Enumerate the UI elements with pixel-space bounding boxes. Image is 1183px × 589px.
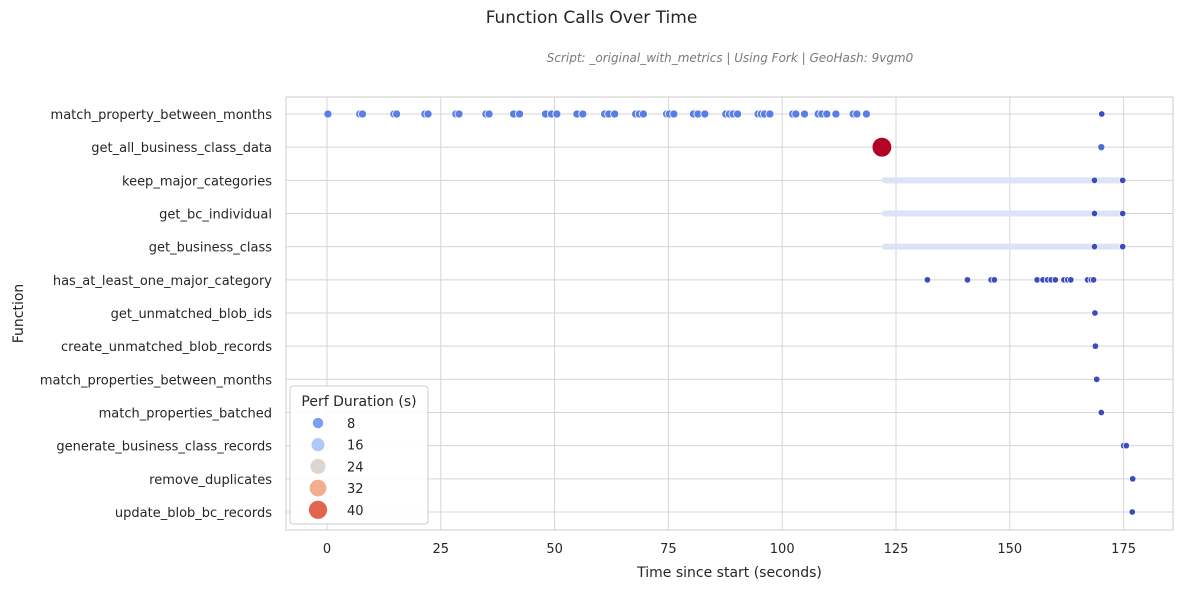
x-tick-label: 100 [770, 542, 795, 557]
x-tick-label: 50 [546, 542, 563, 557]
data-point [1097, 143, 1106, 152]
plot-frame [285, 96, 1174, 531]
data-point [733, 109, 743, 119]
dense-bands [881, 177, 1123, 250]
data-point [638, 109, 648, 119]
legend-label: 40 [347, 504, 364, 519]
x-tick-labels: 0 25 50 75 100 125 150 175 [323, 542, 1136, 557]
data-point [1119, 176, 1127, 185]
data-point [1128, 508, 1136, 516]
y-tick-label: create_unmatched_blob_records [61, 340, 272, 355]
data-point [484, 109, 494, 119]
data-point [423, 109, 433, 119]
y-tick-label: get_all_business_class_data [91, 141, 272, 156]
data-point [1089, 276, 1098, 284]
data-point [610, 109, 620, 119]
data-point [1091, 309, 1099, 317]
data-point [392, 109, 402, 119]
data-point [963, 276, 972, 284]
data-point [669, 109, 679, 119]
dense-band [881, 243, 1123, 250]
y-axis-label: Function [11, 284, 27, 344]
legend-label: 16 [347, 439, 364, 454]
x-tick-label: 25 [433, 542, 450, 557]
dense-band [881, 177, 1123, 184]
y-tick-label: get_unmatched_blob_ids [111, 307, 273, 322]
y-tick-label: match_property_between_months [51, 108, 273, 123]
x-tick-label: 175 [1111, 542, 1136, 557]
legend-marker [308, 478, 328, 498]
data-points [323, 109, 1137, 516]
legend: Perf Duration (s) 8 16 24 32 40 [289, 385, 429, 525]
data-point [861, 109, 871, 119]
data-point [552, 109, 562, 119]
legend-label: 24 [347, 460, 364, 475]
data-point [822, 109, 832, 119]
y-tick-label: generate_business_class_records [56, 440, 272, 455]
y-tick-label: get_business_class [149, 241, 273, 256]
legend-marker [309, 458, 327, 475]
data-point [515, 109, 525, 119]
data-point [800, 109, 809, 119]
legend-marker [310, 437, 326, 453]
data-point [1090, 242, 1099, 251]
data-point [871, 136, 893, 158]
legend-title: Perf Duration (s) [301, 394, 416, 410]
chart-subtitle: Script: _original_with_metrics | Using F… [546, 51, 914, 65]
data-point [454, 109, 464, 119]
data-point [1129, 475, 1137, 483]
data-point [1090, 209, 1099, 218]
data-point [791, 109, 801, 119]
data-point [1093, 375, 1101, 384]
y-tick-label: get_bc_individual [159, 208, 272, 223]
x-axis-label: Time since start (seconds) [636, 565, 822, 581]
data-point [765, 109, 775, 119]
data-point [578, 109, 588, 119]
data-point [831, 109, 841, 119]
x-tick-label: 150 [997, 542, 1022, 557]
data-point [1091, 342, 1100, 350]
grid-lines [286, 97, 1173, 530]
legend-label: 32 [347, 482, 364, 497]
data-point [923, 276, 932, 284]
data-point [358, 109, 367, 119]
y-tick-label: has_at_least_one_major_category [53, 274, 272, 289]
data-point [1119, 209, 1127, 218]
x-tick-label: 0 [323, 542, 331, 557]
y-tick-labels: match_property_between_months get_all_bus… [40, 108, 272, 521]
legend-marker [311, 416, 325, 430]
y-tick-label: match_properties_between_months [40, 373, 272, 388]
legend-label: 8 [347, 417, 355, 432]
data-point [1122, 441, 1131, 450]
data-point [852, 109, 862, 119]
data-point [1067, 276, 1075, 284]
y-tick-label: match_properties_batched [99, 407, 272, 422]
y-tick-label: keep_major_categories [122, 174, 272, 189]
legend-marker [308, 499, 328, 520]
data-point [990, 276, 999, 284]
dense-band [881, 210, 1123, 217]
data-point [1097, 408, 1105, 417]
data-point [700, 109, 710, 119]
data-point [1051, 276, 1060, 284]
data-point [1098, 110, 1106, 118]
data-point [1090, 176, 1099, 185]
data-point [1119, 242, 1127, 251]
chart-title: Function Calls Over Time [485, 8, 698, 28]
data-point [323, 109, 333, 119]
y-tick-label: remove_duplicates [149, 473, 272, 488]
legend-entries: 8 16 24 32 40 [308, 416, 364, 520]
x-tick-label: 125 [884, 542, 909, 557]
y-tick-label: update_blob_bc_records [115, 506, 272, 521]
x-tick-label: 75 [660, 542, 677, 557]
